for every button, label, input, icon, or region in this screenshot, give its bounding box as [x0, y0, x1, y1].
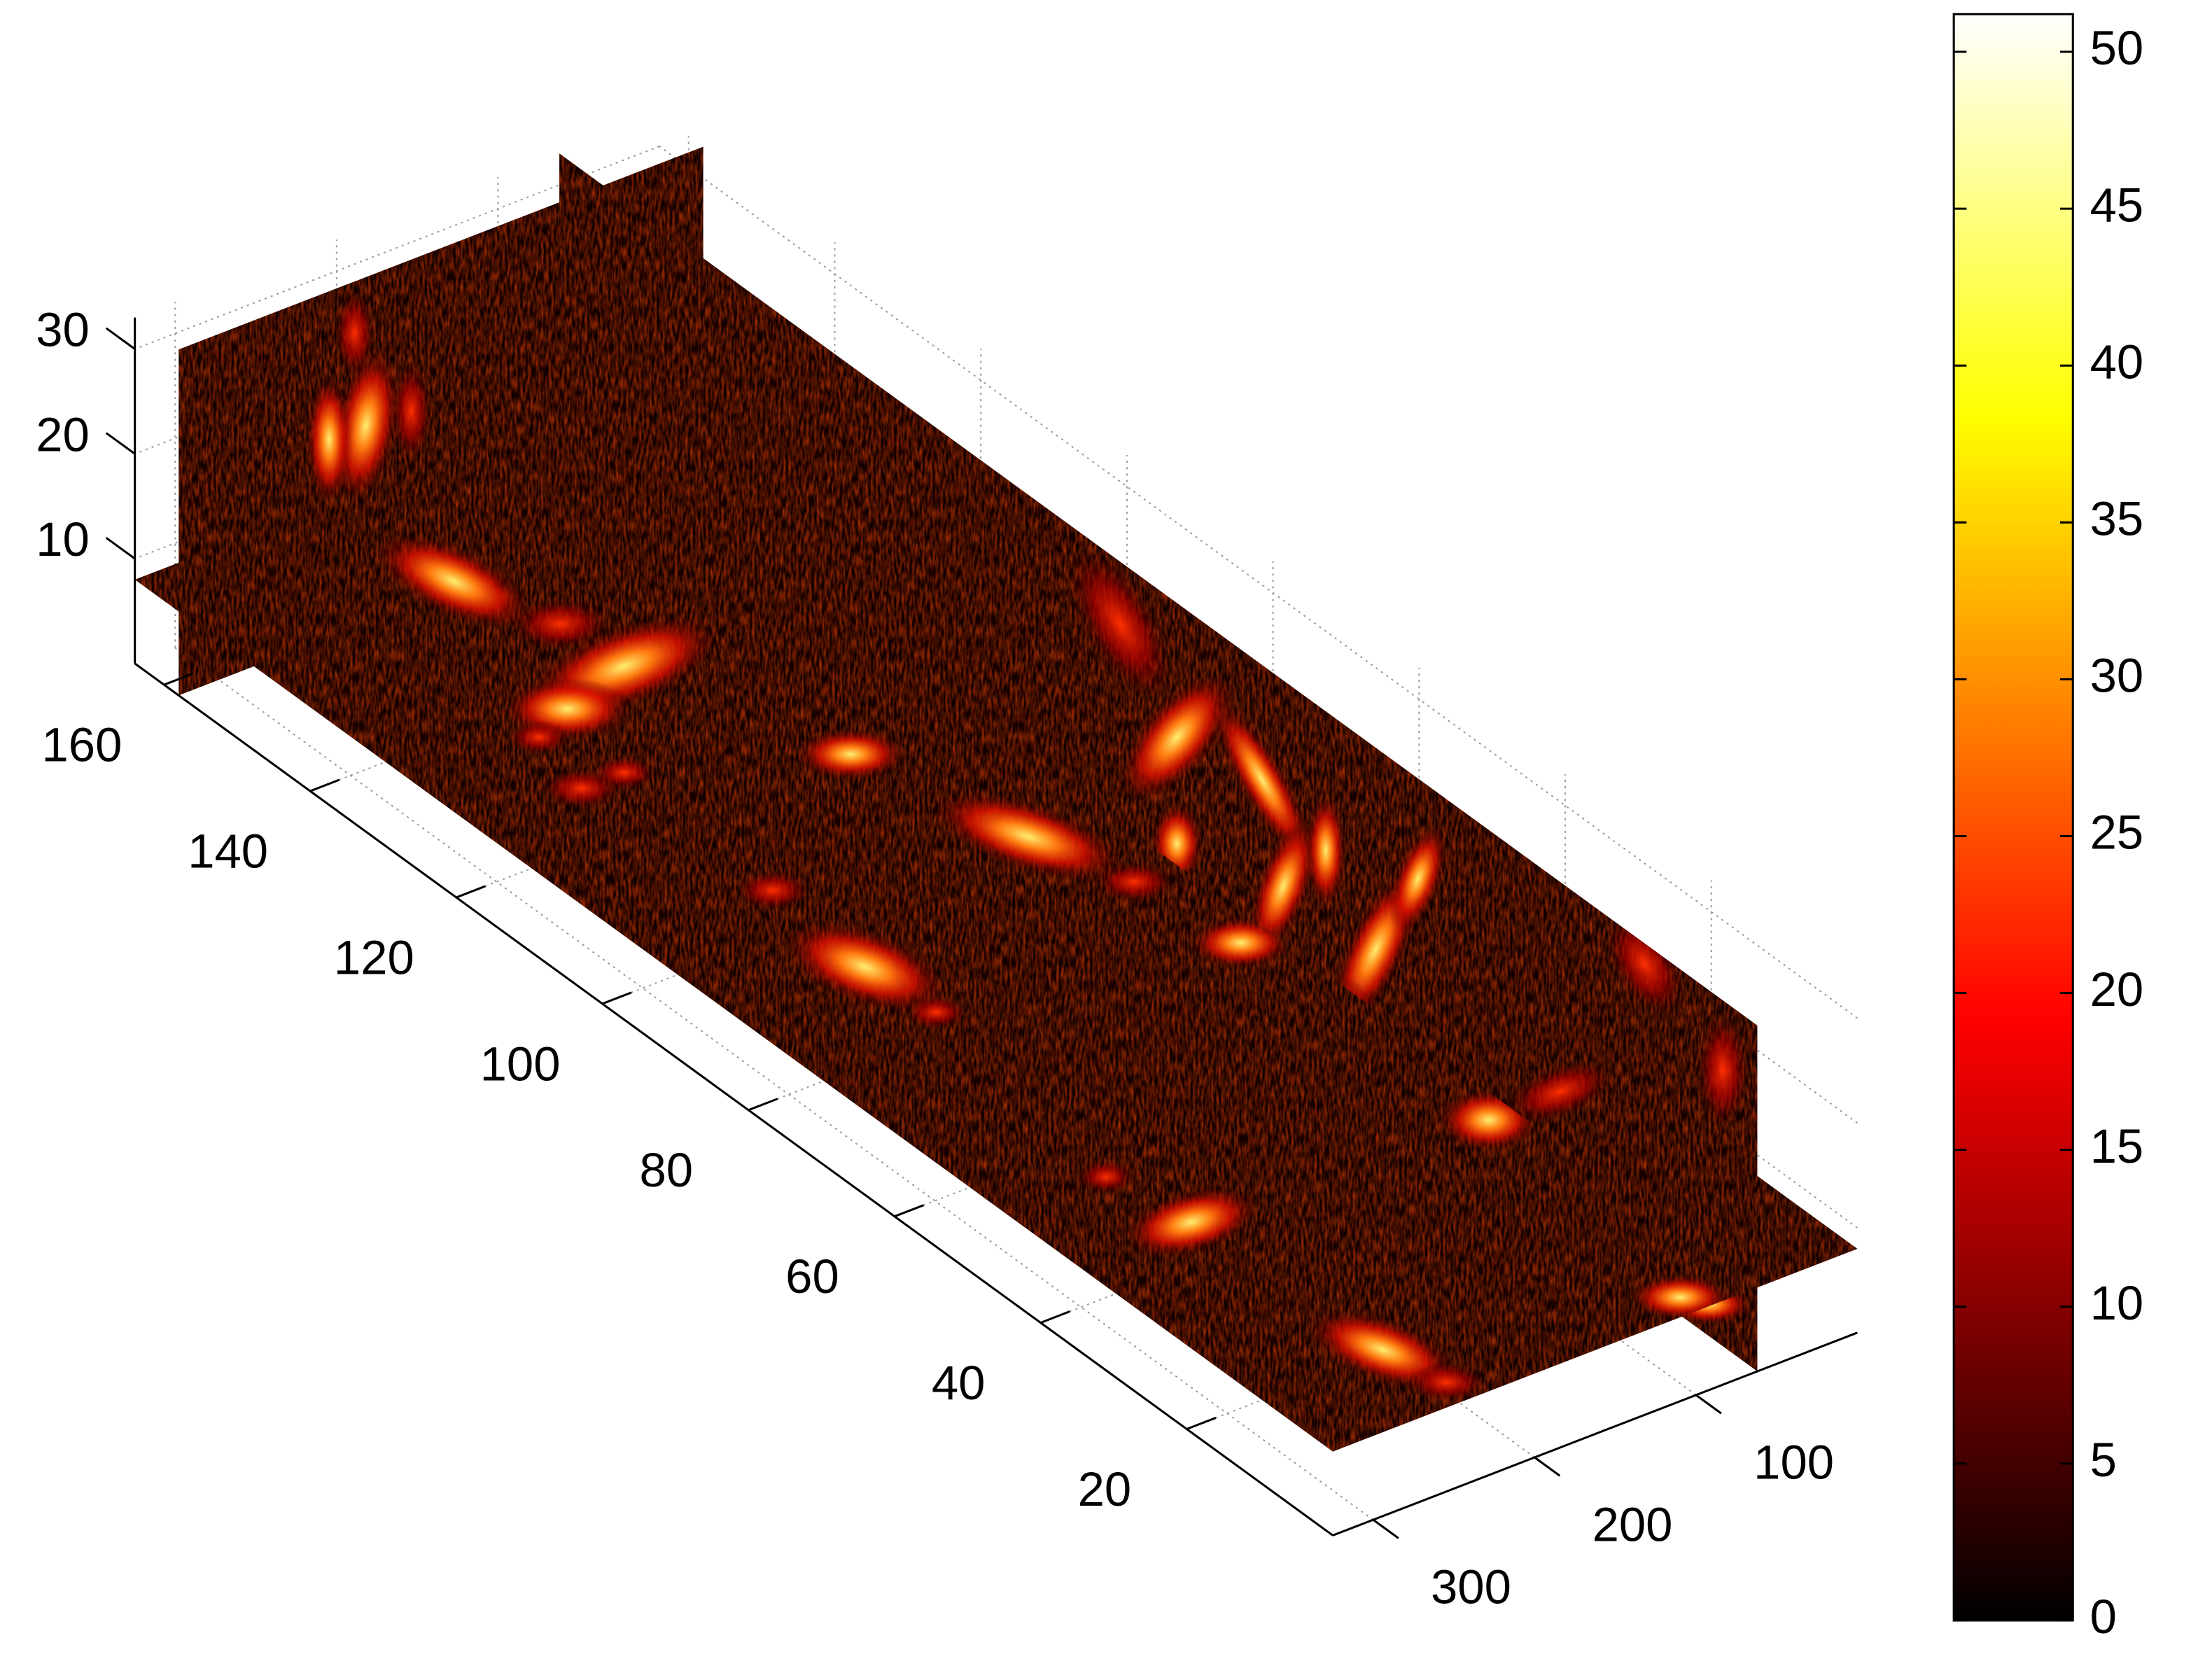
- tick-mark: [163, 672, 194, 686]
- colorbar-tick-label: 10: [2090, 1276, 2144, 1330]
- grid-line: [659, 146, 1858, 1019]
- colorbar-ticks: 0 5 10 15 20 25 30 35 40 45 50: [1954, 21, 2143, 1644]
- y-tick-label: 60: [785, 1250, 839, 1303]
- colorbar-tick-label: 45: [2090, 178, 2144, 232]
- tick-mark: [105, 537, 136, 560]
- axes: 100 200 300 20 40 60 80 100 120 140 160 10 20 30: [36, 303, 1858, 1614]
- colorbar-tick-label: 50: [2090, 21, 2144, 75]
- z-tick-label: 20: [36, 407, 90, 461]
- colorbar-tick-label: 30: [2090, 649, 2144, 703]
- y-tick-label: 120: [334, 930, 414, 984]
- grid-line: [134, 146, 660, 350]
- y-tick-label: 140: [188, 824, 268, 878]
- y-tick-label: 40: [932, 1356, 986, 1410]
- tick-mark: [105, 327, 136, 350]
- x-tick-label: 200: [1592, 1497, 1673, 1551]
- tick-mark: [1695, 1394, 1722, 1415]
- x-tick-label: 300: [1431, 1560, 1511, 1614]
- tick-mark: [105, 432, 136, 455]
- z-tick-label: 10: [36, 512, 90, 566]
- y-tick-label: 160: [41, 718, 122, 772]
- x-tick-label: 100: [1754, 1435, 1834, 1489]
- colorbar: [1952, 13, 2074, 1622]
- tick-mark: [1040, 1310, 1070, 1324]
- grid-line: [174, 647, 1374, 1520]
- axis-line: [1332, 1331, 1858, 1536]
- y-tick-label: 20: [1078, 1462, 1132, 1516]
- axis-line: [134, 662, 1334, 1536]
- z-tick-label: 30: [36, 303, 90, 357]
- tick-mark: [309, 778, 340, 792]
- colorbar-tick-label: 0: [2090, 1590, 2117, 1644]
- colorbar-tick-label: 35: [2090, 491, 2144, 545]
- tick-mark: [1534, 1456, 1561, 1477]
- tick-mark: [1372, 1518, 1399, 1539]
- tick-mark: [894, 1204, 925, 1218]
- tick-mark: [748, 1098, 778, 1112]
- colorbar-tick-label: 40: [2090, 335, 2144, 388]
- colorbar-tick-label: 20: [2090, 962, 2144, 1016]
- tick-mark: [601, 991, 632, 1005]
- tick-mark: [456, 885, 486, 899]
- y-tick-label: 100: [480, 1037, 561, 1091]
- colorbar-tick-label: 15: [2090, 1119, 2144, 1173]
- y-tick-label: 80: [639, 1143, 693, 1197]
- tick-mark: [1186, 1417, 1217, 1430]
- colorbar-tick-label: 25: [2090, 806, 2144, 860]
- colorbar-tick-label: 5: [2090, 1433, 2117, 1487]
